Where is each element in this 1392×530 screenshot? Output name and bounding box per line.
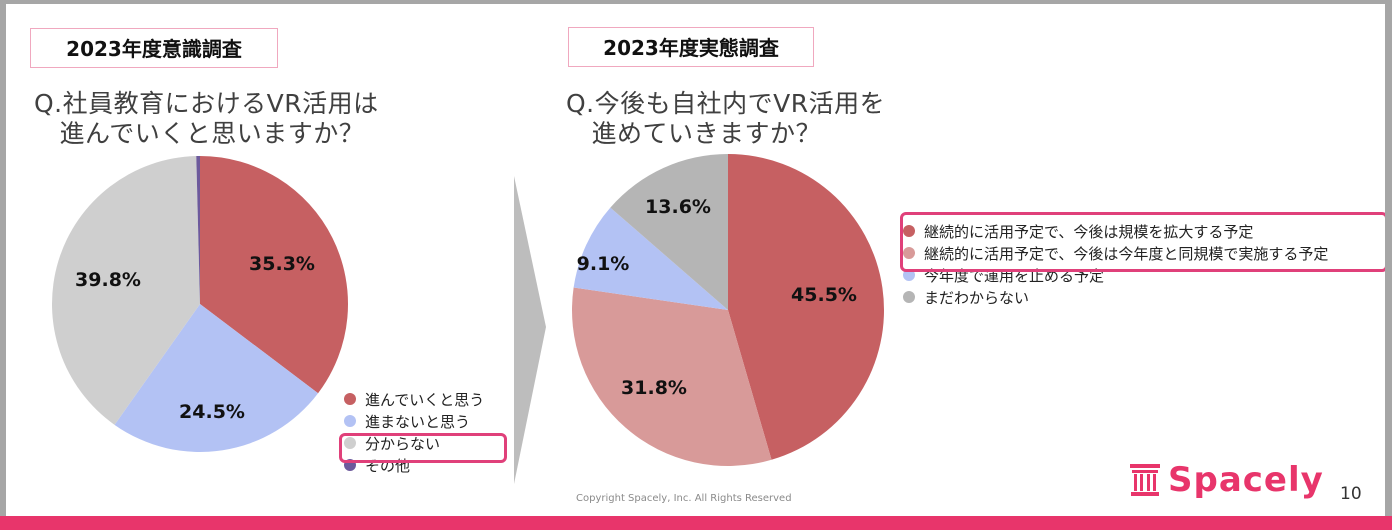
awareness-legend-dot-4 [344,459,356,471]
awareness-slice-3 [51,156,201,425]
actual-slice-4 [610,154,728,310]
awareness-legend-item-2: 進まないと思う [344,410,484,432]
logo-text: Spacely [1168,460,1324,500]
pie-chart-actual: 45.5% 31.8% 9.1% 13.6% [572,154,884,466]
actual-legend-label-1: 継続的に活用予定で、今後は規模を拡大する予定 [924,222,1254,241]
awareness-slice-1 [200,156,349,394]
awareness-legend-item-1: 進んでいくと思う [344,388,484,410]
arrow-chevron [514,176,546,484]
awareness-value-label-3: 39.8% [75,269,141,291]
awareness-value-label-2: 24.5% [179,401,245,423]
left-panel-title: 2023年度意識調査 [30,28,278,68]
legend-actual: 継続的に活用予定で、今後は規模を拡大する予定継続的に活用予定で、今後は今年度と同… [903,220,1328,308]
pie-chart-awareness: 35.3% 24.5% 39.8% [51,156,349,452]
bottom-accent-bar [0,516,1392,530]
right-panel-question: Q.今後も自社内でVR活用を 進めていきますか？ [566,89,886,148]
slide: 2023年度意識調査 Q.社員教育におけるVR活用は 進んでいくと思いますか？ … [6,4,1385,516]
actual-value-label-1: 45.5% [791,284,857,306]
awareness-legend-dot-2 [344,415,356,427]
actual-legend-dot-1 [903,225,915,237]
legend-awareness: 進んでいくと思う 進まないと思う 分からないその他 [344,388,484,476]
actual-value-label-4: 13.6% [645,196,711,218]
copyright-text: Copyright Spacely, Inc. All Rights Reser… [576,493,792,504]
actual-slice-2 [572,287,772,466]
actual-legend-item-1: 継続的に活用予定で、今後は規模を拡大する予定 [903,220,1328,242]
chart-canvas: 35.3% 24.5% 39.8% 45.5% 31.8% 9.1% 13.6% [51,154,884,484]
awareness-slice-2 [114,304,319,452]
awareness-legend-label-3: 分からない [365,434,441,453]
awareness-legend-label-4: その他 [365,456,411,475]
awareness-value-label-1: 35.3% [249,253,315,275]
spacely-logo: Spacely [1128,460,1324,500]
actual-legend-label-4: まだわからない [924,288,1030,307]
actual-value-label-2: 31.8% [621,377,687,399]
actual-legend-dot-4 [903,291,915,303]
awareness-slice-4 [196,156,200,304]
pillar-icon [1130,464,1160,496]
actual-legend-item-4: まだわからない [903,286,1328,308]
awareness-legend-item-4: その他 [344,454,484,476]
awareness-legend-item-3: 分からない [344,432,484,454]
awareness-legend-dot-3 [344,437,356,449]
actual-value-label-3: 9.1% [577,253,630,275]
actual-slice-1 [728,154,884,460]
actual-legend-item-2: 継続的に活用予定で、今後は今年度と同規模で実施する予定 [903,242,1328,264]
page-number: 10 [1340,484,1362,504]
awareness-legend-dot-1 [344,393,356,405]
actual-legend-dot-2 [903,247,915,259]
awareness-legend-label-2: 進まないと思う [365,412,471,431]
right-panel-title: 2023年度実態調査 [568,27,814,67]
actual-legend-label-2: 継続的に活用予定で、今後は今年度と同規模で実施する予定 [924,244,1329,263]
awareness-legend-label-1: 進んでいくと思う [365,390,485,409]
left-panel-question: Q.社員教育におけるVR活用は 進んでいくと思いますか？ [34,89,379,148]
actual-legend-item-3: 今年度で運用を止める予定 [903,264,1328,286]
actual-slice-3 [573,207,728,310]
actual-legend-label-3: 今年度で運用を止める予定 [924,266,1105,285]
actual-legend-dot-3 [903,269,915,281]
